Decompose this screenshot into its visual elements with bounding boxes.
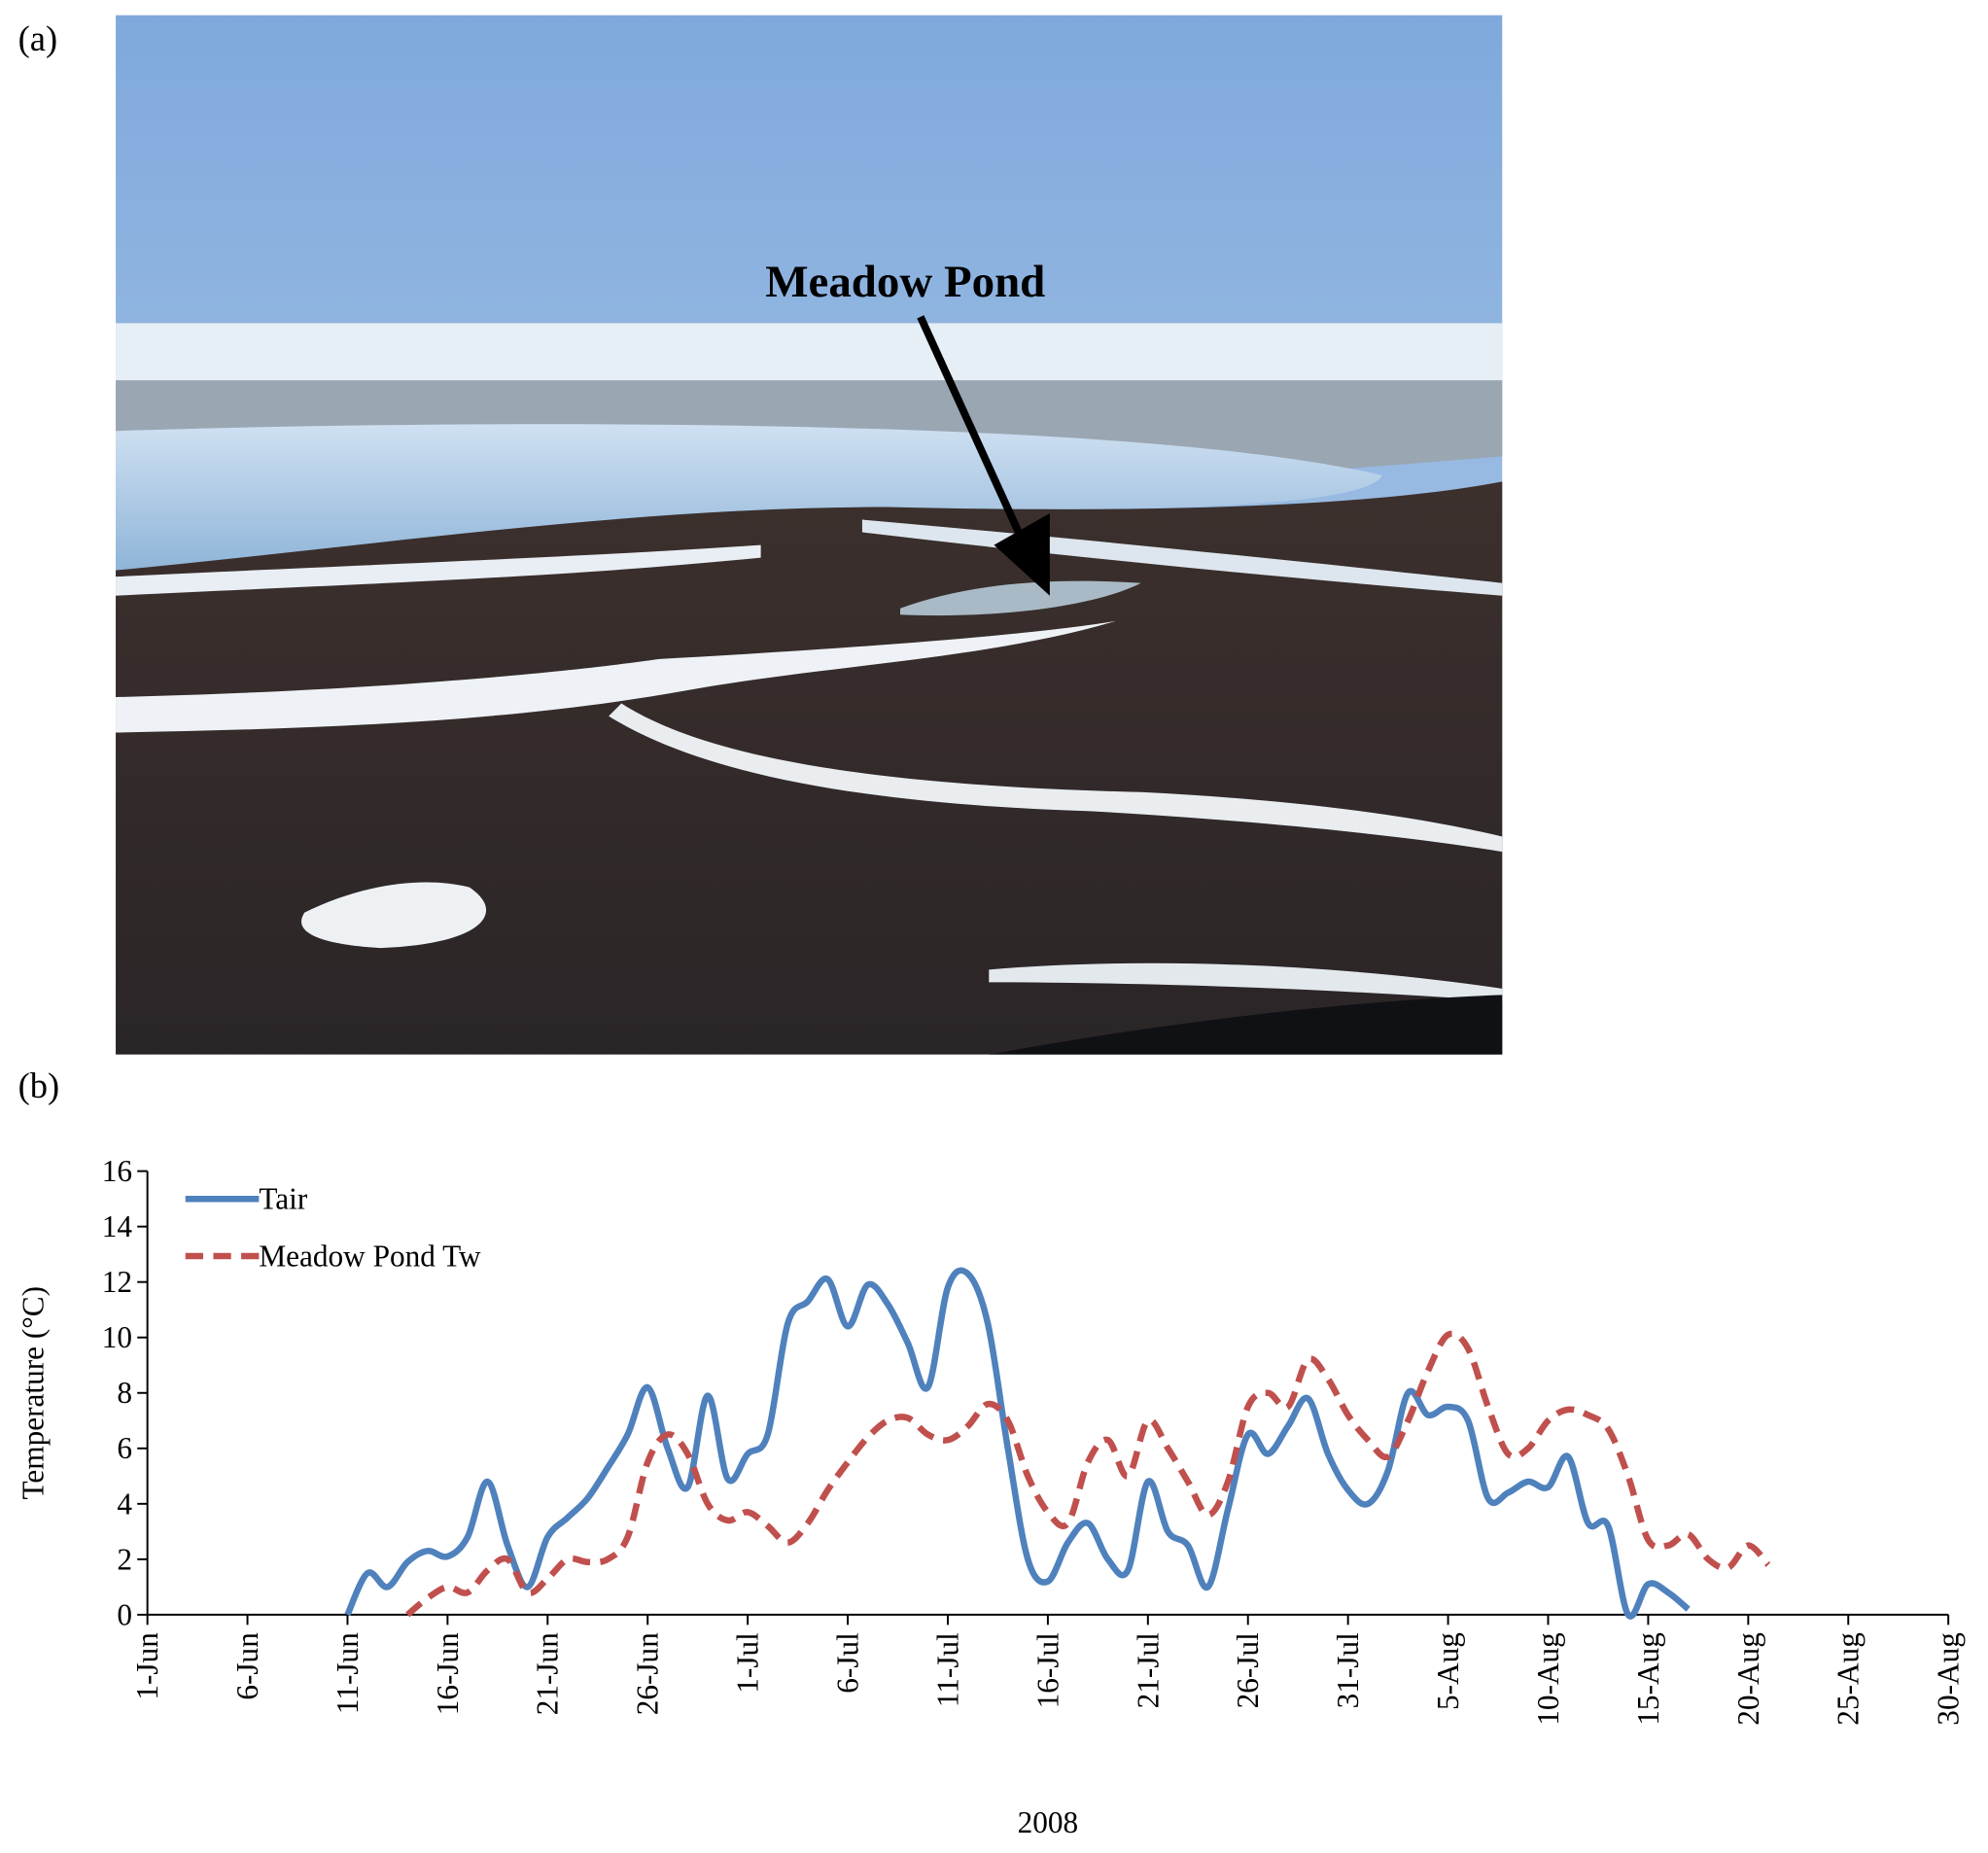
x-tick-label: 21-Jun (531, 1632, 565, 1715)
y-tick-label: 6 (117, 1431, 132, 1465)
plot-area: 0 2 4 6 8 10 12 14 16 1-Jun 6-Jun 11-Jun 16-Jun 21-Ju… (17, 1154, 1966, 1839)
x-tick-label: 21-Jul (1131, 1632, 1165, 1708)
panel-label: (b) (18, 1066, 60, 1105)
x-tick-label: 31-Jul (1331, 1632, 1365, 1708)
x-tick-label: 15-Aug (1631, 1632, 1665, 1726)
photo (116, 15, 1503, 1055)
panel-label: (a) (18, 18, 58, 58)
x-tick-label: 5-Aug (1431, 1632, 1465, 1710)
x-tick-label: 25-Aug (1831, 1632, 1866, 1726)
y-tick-label: 12 (102, 1265, 132, 1299)
y-tick-label: 2 (117, 1542, 132, 1576)
x-tick-label: 10-Aug (1531, 1632, 1565, 1726)
x-tick-label: 1-Jun (130, 1632, 164, 1700)
x-tick-label: 11-Jun (331, 1632, 365, 1714)
x-tick-label: 6-Jul (830, 1632, 864, 1694)
x-tick-label: 16-Jun (431, 1632, 465, 1715)
y-tick-label: 0 (117, 1597, 132, 1631)
x-tick-label: 26-Jun (631, 1632, 665, 1715)
y-tick-label: 8 (117, 1376, 132, 1410)
data-line (344, 1267, 1691, 1620)
x-tick-label: 20-Aug (1731, 1632, 1765, 1726)
photo-annotation: Meadow Pond (765, 257, 1045, 307)
y-tick-label: 4 (117, 1486, 132, 1521)
y-axis-label: Temperature (°C) (17, 1286, 51, 1500)
x-axis-label: 2008 (1018, 1805, 1079, 1839)
legend-label: Tair (259, 1182, 307, 1216)
x-tick-label: 30-Aug (1932, 1632, 1966, 1726)
y-tick-label: 14 (102, 1209, 133, 1243)
y-tick-label: 16 (102, 1154, 132, 1188)
legend-label: Meadow Pond Tw (259, 1239, 481, 1273)
x-tick-label: 16-Jul (1030, 1632, 1064, 1708)
x-tick-label: 11-Jul (930, 1632, 964, 1707)
x-tick-label: 1-Jul (731, 1632, 765, 1694)
x-tick-label: 6-Jun (230, 1632, 264, 1700)
y-tick-label: 10 (102, 1320, 132, 1354)
data-line (405, 1330, 1771, 1618)
x-tick-label: 26-Jul (1231, 1632, 1265, 1708)
